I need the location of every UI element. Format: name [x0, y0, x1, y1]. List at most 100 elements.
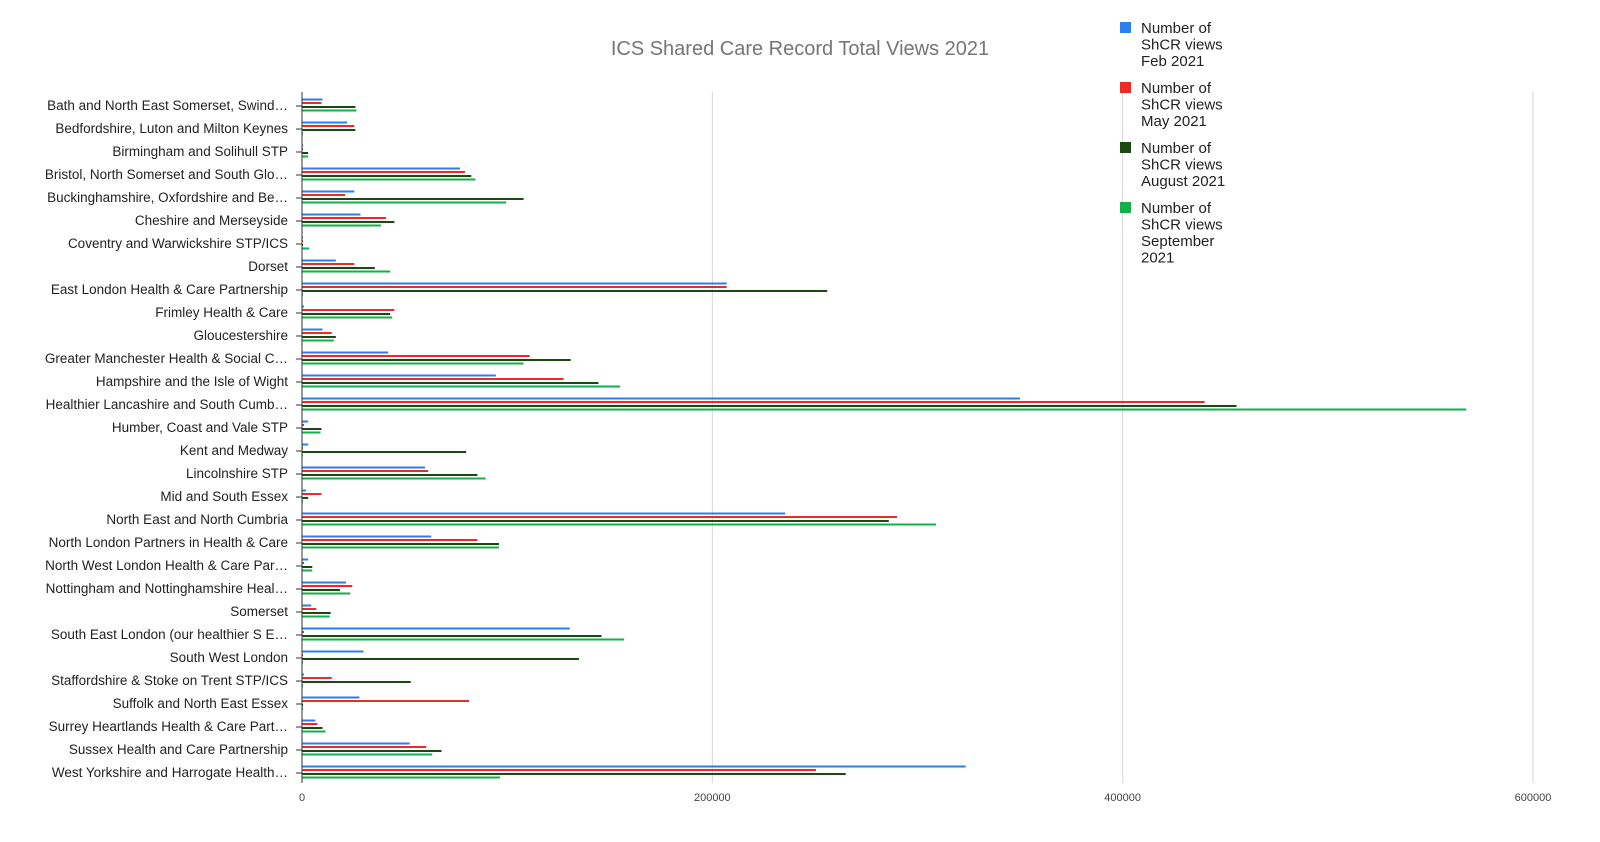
bar-mark	[302, 178, 476, 181]
bar-mark	[302, 152, 309, 154]
category-label: East London Health & Care Partnership	[51, 282, 288, 297]
bar-mark	[302, 615, 330, 618]
bar-mark	[302, 420, 309, 423]
bar-mark	[302, 313, 391, 315]
bar-mark	[302, 397, 1021, 400]
legend-label: Number of	[1141, 80, 1212, 97]
bar-mark	[302, 201, 507, 204]
bar-mark	[302, 474, 478, 476]
category-label: Humber, Coast and Vale STP	[112, 420, 288, 435]
category-label: Mid and South Essex	[160, 489, 288, 504]
x-tick-label: 400000	[1104, 792, 1141, 804]
category-label: West Yorkshire and Harrogate Health…	[52, 765, 288, 780]
bar-mark	[302, 539, 478, 541]
bar-mark	[302, 466, 426, 469]
bar-mark	[302, 658, 579, 660]
bar-mark	[302, 305, 305, 308]
bar-mark	[302, 677, 332, 679]
bar-mark	[302, 581, 347, 584]
category-label: Frimley Health & Care	[155, 305, 288, 320]
bar-mark	[302, 378, 564, 380]
bar-mark	[302, 650, 364, 653]
bar-mark	[302, 167, 460, 170]
bar-mark	[302, 98, 323, 101]
legend-label: Number of	[1141, 20, 1212, 37]
bar-mark	[302, 592, 351, 595]
bar-mark	[302, 267, 375, 269]
category-label: Gloucestershire	[193, 328, 288, 343]
category-label: Sussex Health and Care Partnership	[69, 742, 288, 757]
bar-mark	[302, 535, 432, 538]
bar-mark	[302, 730, 326, 733]
bar-mark	[302, 489, 307, 492]
category-label: Kent and Medway	[180, 443, 288, 458]
bar-mark	[302, 339, 334, 342]
bar-mark	[302, 500, 304, 503]
category-label: Nottingham and Nottinghamshire Heal…	[46, 581, 288, 596]
bar-mark	[302, 316, 393, 319]
bar-mark	[302, 750, 442, 752]
legend-label: ShCR views	[1141, 97, 1223, 114]
bar-mark	[302, 259, 336, 262]
bar-mark	[302, 719, 316, 722]
bar-mark	[302, 270, 391, 273]
bar-mark	[302, 700, 470, 702]
category-label: Cheshire and Merseyside	[135, 213, 288, 228]
bar-mark	[302, 293, 304, 296]
bar-mark	[302, 194, 346, 196]
bar-mark	[302, 707, 304, 710]
category-label: Suffolk and North East Essex	[113, 696, 289, 711]
bar-mark	[302, 454, 304, 457]
bar-mark	[302, 401, 1205, 403]
bar-mark	[302, 328, 323, 331]
bar-mark	[302, 424, 305, 426]
x-tick-label: 600000	[1515, 792, 1552, 804]
category-label: Lincolnshire STP	[186, 466, 288, 481]
bar-mark	[302, 224, 381, 227]
legend-label: Number of	[1141, 140, 1212, 157]
category-label: Bedfordshire, Luton and Milton Keynes	[55, 121, 288, 136]
bar-mark	[302, 638, 625, 641]
category-label: Birmingham and Solihull STP	[112, 144, 288, 159]
bar-mark	[302, 155, 309, 158]
bar-mark	[302, 431, 321, 434]
bar-mark	[302, 362, 524, 365]
bar-mark	[302, 385, 621, 388]
legend-swatch	[1120, 22, 1131, 33]
bar-mark	[302, 451, 467, 453]
bar-mark	[302, 374, 496, 377]
legend-swatch	[1120, 82, 1131, 93]
bar-mark	[302, 558, 309, 561]
bar-mark	[302, 244, 304, 246]
bar-mark	[302, 286, 727, 288]
bar-mark	[302, 190, 355, 193]
category-label: North West London Health & Care Par…	[45, 558, 288, 573]
bar-mark	[302, 477, 486, 480]
bar-mark	[302, 382, 599, 384]
category-label: South West London	[170, 650, 288, 665]
bar-mark	[302, 681, 411, 683]
bar-mark	[302, 562, 305, 564]
bar-mark	[302, 566, 313, 568]
bar-mark	[302, 282, 727, 285]
legend-label: 2021	[1141, 250, 1174, 267]
bar-mark	[302, 129, 356, 131]
bar-mark	[302, 171, 466, 173]
bar-mark	[302, 631, 305, 633]
bar-mark	[302, 523, 936, 526]
bar-mark	[302, 144, 304, 147]
bar-mark	[302, 569, 313, 572]
bar-mark	[302, 428, 322, 430]
bar-mark	[302, 753, 433, 756]
x-tick-label: 0	[299, 792, 305, 804]
bar-mark	[302, 213, 361, 216]
bar-mark	[302, 408, 1467, 411]
bar-mark	[302, 627, 570, 630]
category-label: Staffordshire & Stoke on Trent STP/ICS	[51, 673, 288, 688]
bar-mark	[302, 635, 602, 637]
legend-label: ShCR views	[1141, 37, 1223, 54]
legend-swatch	[1120, 202, 1131, 213]
bar-mark	[302, 198, 524, 200]
bar-mark	[302, 290, 828, 292]
